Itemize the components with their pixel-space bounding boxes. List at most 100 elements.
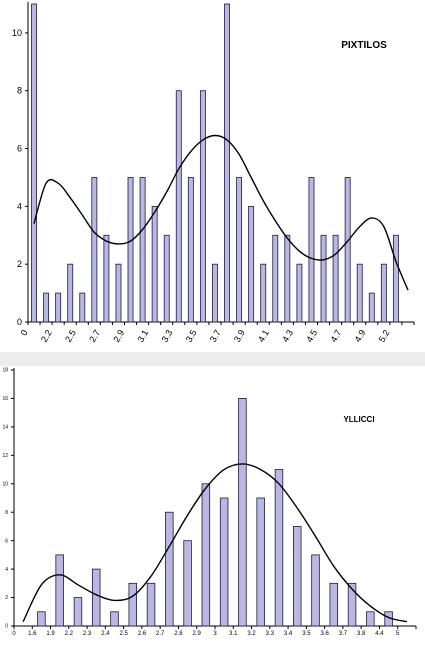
x-tick-label: 3.5 bbox=[184, 328, 199, 344]
bar bbox=[274, 469, 284, 627]
bar bbox=[284, 234, 291, 323]
x-tick-label: 2.7 bbox=[156, 631, 165, 637]
bar bbox=[139, 177, 146, 323]
x-tick-label: 3.5 bbox=[302, 631, 311, 637]
y-tick-label: 2 bbox=[5, 595, 8, 601]
y-tick-label: 16 bbox=[2, 396, 8, 402]
bar bbox=[260, 263, 267, 323]
x-tick-label: 4.5 bbox=[304, 328, 319, 344]
bar bbox=[308, 177, 315, 323]
bar bbox=[219, 497, 229, 627]
y-tick-label: 4 bbox=[5, 567, 8, 573]
x-tick-label: 3.3 bbox=[160, 328, 175, 344]
chart-yllicci: YLLICCI 0 2 4 6 8 10 12 14 16 18 0 1.6 1.9 2.2 2.3 2.4 2.… bbox=[2, 368, 417, 637]
bar bbox=[236, 177, 243, 323]
x-tick-label: 2.9 bbox=[193, 631, 202, 637]
y-tick-label: 6 bbox=[17, 144, 22, 154]
bar bbox=[55, 292, 62, 323]
trend-line bbox=[22, 463, 408, 623]
bar bbox=[292, 526, 302, 627]
bar bbox=[165, 511, 174, 627]
x-tick-label: 5.2 bbox=[377, 328, 392, 344]
bar bbox=[187, 177, 194, 323]
chart-title: PIXTILOS bbox=[341, 40, 387, 51]
x-tick-label: 4.9 bbox=[353, 328, 368, 344]
bar bbox=[31, 3, 37, 323]
x-tick-label: 4.1 bbox=[256, 328, 271, 344]
chart-title: YLLICCI bbox=[343, 415, 374, 424]
x-tick-label: 2.5 bbox=[63, 328, 78, 344]
bar bbox=[248, 205, 255, 323]
x-tick-label: 3.3 bbox=[266, 631, 275, 637]
bar bbox=[43, 292, 50, 323]
x-tick-label: 4.3 bbox=[280, 328, 295, 344]
x-tick-label: 2.6 bbox=[138, 631, 147, 637]
trend-line bbox=[33, 134, 409, 291]
bar bbox=[175, 90, 182, 323]
x-tick-label: 2.9 bbox=[111, 328, 126, 344]
chart-divider bbox=[0, 352, 425, 366]
bar bbox=[347, 582, 357, 627]
y-tick-label: 14 bbox=[2, 425, 8, 431]
x-tick-label: 2.8 bbox=[174, 631, 183, 637]
bar bbox=[366, 611, 375, 627]
bar bbox=[320, 234, 327, 323]
x-tick-label: 3.7 bbox=[339, 631, 348, 637]
x-tick-label: 5 bbox=[396, 631, 400, 637]
bar bbox=[183, 540, 192, 627]
bar bbox=[332, 234, 339, 323]
x-tick-label: 3.1 bbox=[135, 328, 150, 344]
x-tick-label: 3.1 bbox=[229, 631, 238, 637]
y-tick-label: 10 bbox=[2, 481, 8, 487]
bar bbox=[368, 292, 375, 323]
x-tick-label: 4.4 bbox=[375, 631, 384, 637]
y-tick-label: 6 bbox=[5, 538, 8, 544]
bar bbox=[256, 497, 265, 627]
x-tick-label: 3.4 bbox=[284, 631, 293, 637]
bar bbox=[311, 554, 320, 627]
x-tick-label: 3 bbox=[213, 631, 217, 637]
chart-panel-yllicci: YLLICCI 0 2 4 6 8 10 12 14 16 18 0 1.6 1.9 2.2 2.3 2.4 2.… bbox=[0, 366, 425, 646]
x-tick-label: 2.2 bbox=[65, 631, 74, 637]
y-tick-label: 12 bbox=[2, 453, 8, 459]
x-tick-label: 2.7 bbox=[87, 328, 102, 344]
y-tick-label: 18 bbox=[2, 368, 8, 374]
x-tick-label: 3.7 bbox=[208, 328, 223, 344]
x-tick-label: 0 bbox=[12, 631, 16, 637]
bar bbox=[296, 263, 303, 323]
bar bbox=[344, 177, 351, 323]
bar bbox=[201, 483, 211, 627]
bar bbox=[110, 611, 119, 627]
bar bbox=[238, 398, 247, 627]
bar bbox=[55, 554, 64, 627]
x-tick-label: 4.7 bbox=[328, 328, 343, 344]
y-tick-label: 4 bbox=[17, 201, 22, 211]
bar bbox=[73, 597, 83, 627]
bar bbox=[380, 263, 387, 323]
y-tick-label: 8 bbox=[17, 86, 22, 96]
bar bbox=[392, 234, 399, 323]
chart-panel-pixtilos: PIXTILOS 0 2 4 6 8 10 0 2.2 2.5 2.7 2.9 3.1 3.3 3.5 3.7… bbox=[11, 2, 415, 344]
x-tick-label: 2.5 bbox=[119, 631, 128, 637]
x-tick-label: 3.8 bbox=[357, 631, 366, 637]
bar bbox=[212, 263, 218, 323]
x-tick-label: 1.9 bbox=[46, 631, 55, 637]
y-tick-label: 0 bbox=[17, 317, 22, 327]
x-tick-label: 3.9 bbox=[232, 328, 247, 344]
x-tick-label: 0 bbox=[19, 328, 30, 337]
x-tick-label: 3.6 bbox=[320, 631, 329, 637]
x-tick-label: 3.2 bbox=[247, 631, 256, 637]
y-tick-label: 0 bbox=[5, 624, 8, 630]
x-tick-label: 2.3 bbox=[83, 631, 92, 637]
bar bbox=[91, 568, 101, 627]
bar bbox=[103, 234, 110, 323]
bar bbox=[127, 177, 134, 323]
bar bbox=[272, 234, 279, 323]
bar bbox=[146, 582, 156, 627]
bar bbox=[128, 582, 138, 627]
bar bbox=[151, 205, 158, 323]
y-tick-label: 8 bbox=[5, 510, 8, 516]
y-tick-label: 2 bbox=[17, 259, 22, 269]
bar bbox=[115, 263, 122, 323]
x-tick-label: 1.6 bbox=[28, 631, 37, 637]
